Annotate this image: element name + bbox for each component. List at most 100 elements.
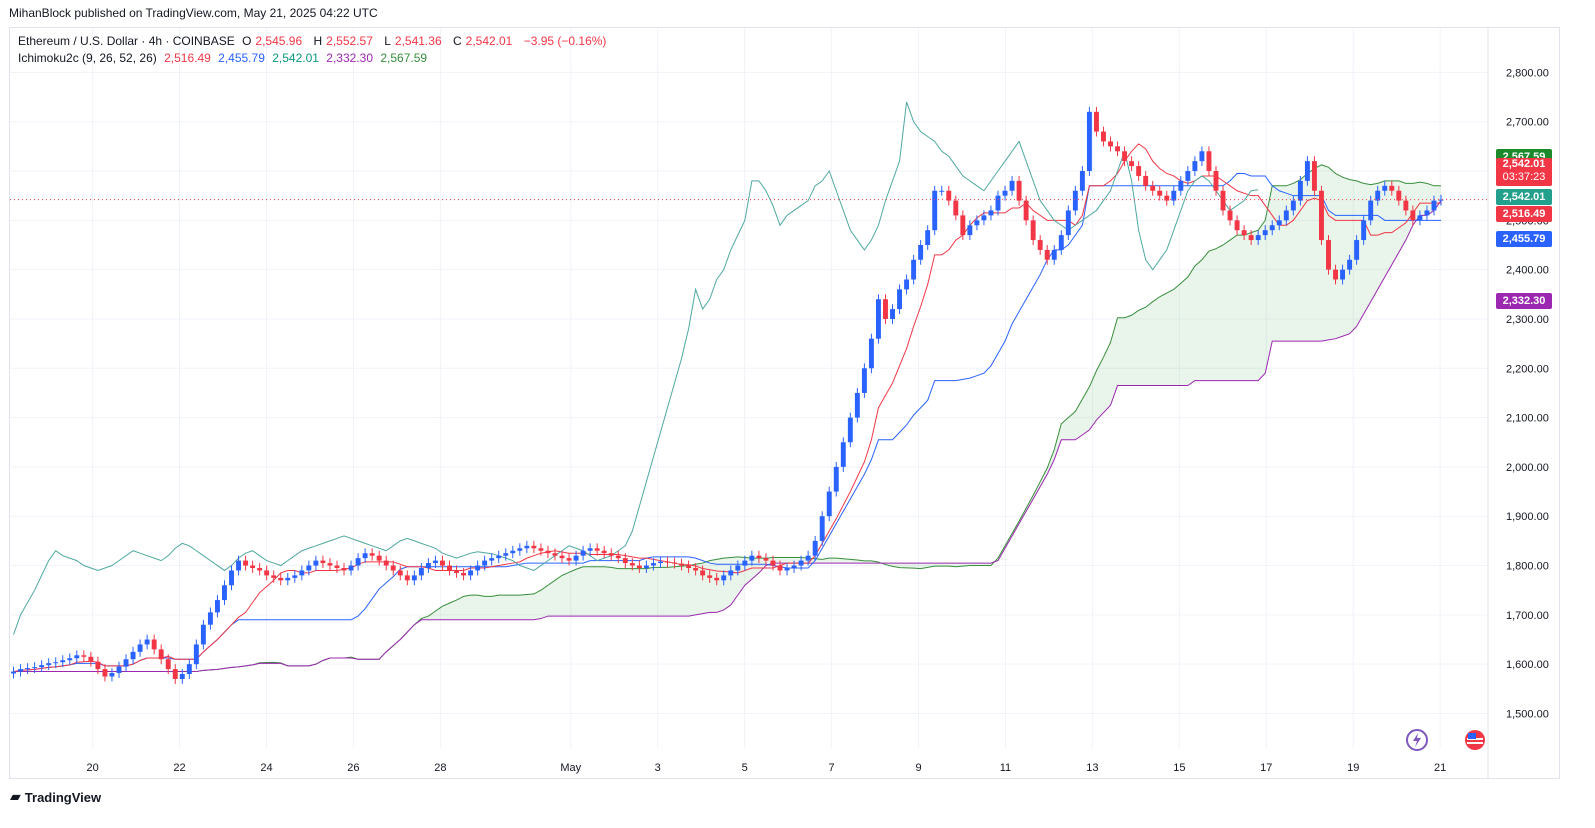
candle-body xyxy=(672,562,677,564)
candle-body xyxy=(397,570,403,576)
candle-body xyxy=(545,550,551,554)
y-tick-label: 1,600.00 xyxy=(1506,659,1549,671)
candle-body xyxy=(636,565,642,568)
y-tick-label: 2,200.00 xyxy=(1506,363,1549,375)
candle-body xyxy=(292,575,298,578)
candle-body xyxy=(897,289,903,310)
candle-body xyxy=(116,666,122,674)
candle-body xyxy=(1164,195,1170,201)
candle-body xyxy=(1424,210,1430,216)
kijun-value: 2,455.79 xyxy=(218,51,265,65)
x-tick-label: 7 xyxy=(829,762,835,774)
symbol-title[interactable]: Ethereum / U.S. Dollar · 4h · COINBASE xyxy=(18,34,235,48)
candle-body xyxy=(1185,171,1191,181)
candle-body xyxy=(355,558,361,566)
candle-body xyxy=(657,561,663,564)
price-tag: 2,516.49 xyxy=(1496,206,1552,222)
x-tick-label: 13 xyxy=(1086,762,1098,774)
y-tick-label: 2,100.00 xyxy=(1506,413,1549,425)
chart-canvas[interactable]: 2,800.002,700.002,600.002,500.002,400.00… xyxy=(10,28,1561,780)
candle-body xyxy=(566,558,572,561)
senkou-b-line xyxy=(13,200,1442,673)
candle-body xyxy=(11,671,16,674)
chart-frame[interactable]: 2,800.002,700.002,600.002,500.002,400.00… xyxy=(9,27,1560,779)
candle-body xyxy=(756,555,762,559)
candle-body xyxy=(207,612,213,625)
candle-body xyxy=(1269,225,1275,231)
candle-body xyxy=(826,491,832,517)
candle-body xyxy=(1101,131,1106,142)
candle-body xyxy=(1079,171,1085,191)
x-tick-label: 24 xyxy=(260,762,272,774)
lightning-replay-icon[interactable] xyxy=(1406,729,1428,751)
x-tick-label: May xyxy=(560,762,581,774)
candle-body xyxy=(735,565,741,571)
candle-body xyxy=(1389,185,1395,191)
candle-body xyxy=(137,644,143,652)
candle-body xyxy=(313,560,319,566)
x-tick-label: 20 xyxy=(86,762,98,774)
candle-body xyxy=(46,663,52,666)
x-tick-label: 9 xyxy=(915,762,921,774)
y-tick-label: 1,900.00 xyxy=(1506,511,1549,523)
y-tick-label: 2,700.00 xyxy=(1506,117,1549,129)
open-value: O 2,545.96 xyxy=(242,34,303,48)
candle-body xyxy=(1262,230,1268,236)
y-tick-label: 1,500.00 xyxy=(1506,708,1549,720)
candle-body xyxy=(805,555,811,561)
candle-body xyxy=(432,560,438,564)
candle-body xyxy=(95,661,101,670)
footer-brand[interactable]: ▰ TradingView xyxy=(10,789,101,805)
candle-body xyxy=(1290,200,1296,211)
candle-body xyxy=(707,575,713,578)
candle-body xyxy=(285,577,291,581)
candle-body xyxy=(250,565,256,568)
candle-body xyxy=(151,639,157,650)
candle-body xyxy=(1206,151,1212,172)
candle-body xyxy=(911,259,917,280)
candle-body xyxy=(904,279,910,290)
candle-body xyxy=(1304,161,1310,181)
candle-body xyxy=(264,570,270,576)
x-tick-label: 15 xyxy=(1173,762,1185,774)
candle-body xyxy=(214,600,220,613)
candle-body xyxy=(939,190,945,192)
candle-body xyxy=(1143,175,1149,186)
candle-body xyxy=(158,649,164,660)
candle-body xyxy=(306,565,312,571)
tradingview-logo-icon: ▰ xyxy=(10,789,21,805)
candle-body xyxy=(60,660,66,663)
x-tick-label: 26 xyxy=(347,762,359,774)
candle-body xyxy=(1403,200,1409,211)
candle-body xyxy=(482,560,488,566)
candle-body xyxy=(1199,151,1205,162)
candle-body xyxy=(840,442,846,467)
candle-body xyxy=(721,575,727,581)
kumo-cloud xyxy=(13,164,1442,672)
candle-body xyxy=(1129,161,1135,167)
candle-body xyxy=(299,570,305,576)
change-value: −3.95 (−0.16%) xyxy=(523,34,607,48)
candle-body xyxy=(517,548,523,551)
candle-body xyxy=(650,563,656,566)
candle-body xyxy=(193,644,199,665)
indicator-title[interactable]: Ichimoku2c (9, 26, 52, 26) xyxy=(18,51,157,65)
candle-body xyxy=(1340,269,1346,280)
candle-body xyxy=(1122,151,1128,162)
candle-body xyxy=(362,553,368,559)
candle-body xyxy=(102,669,108,677)
candle-body xyxy=(1093,111,1099,132)
candle-body xyxy=(946,190,952,201)
candle-body xyxy=(932,190,938,231)
us-flag-icon[interactable] xyxy=(1464,729,1486,751)
candle-body xyxy=(1354,240,1360,260)
candle-body xyxy=(629,563,635,566)
candle-body xyxy=(1368,200,1374,221)
candle-body xyxy=(538,548,544,551)
candle-body xyxy=(236,560,242,571)
candle-body xyxy=(833,466,839,492)
candle-body xyxy=(1255,235,1261,241)
price-tag: 2,542.01 xyxy=(1496,189,1552,205)
candle-body xyxy=(728,570,734,576)
brand-name: TradingView xyxy=(24,789,102,805)
